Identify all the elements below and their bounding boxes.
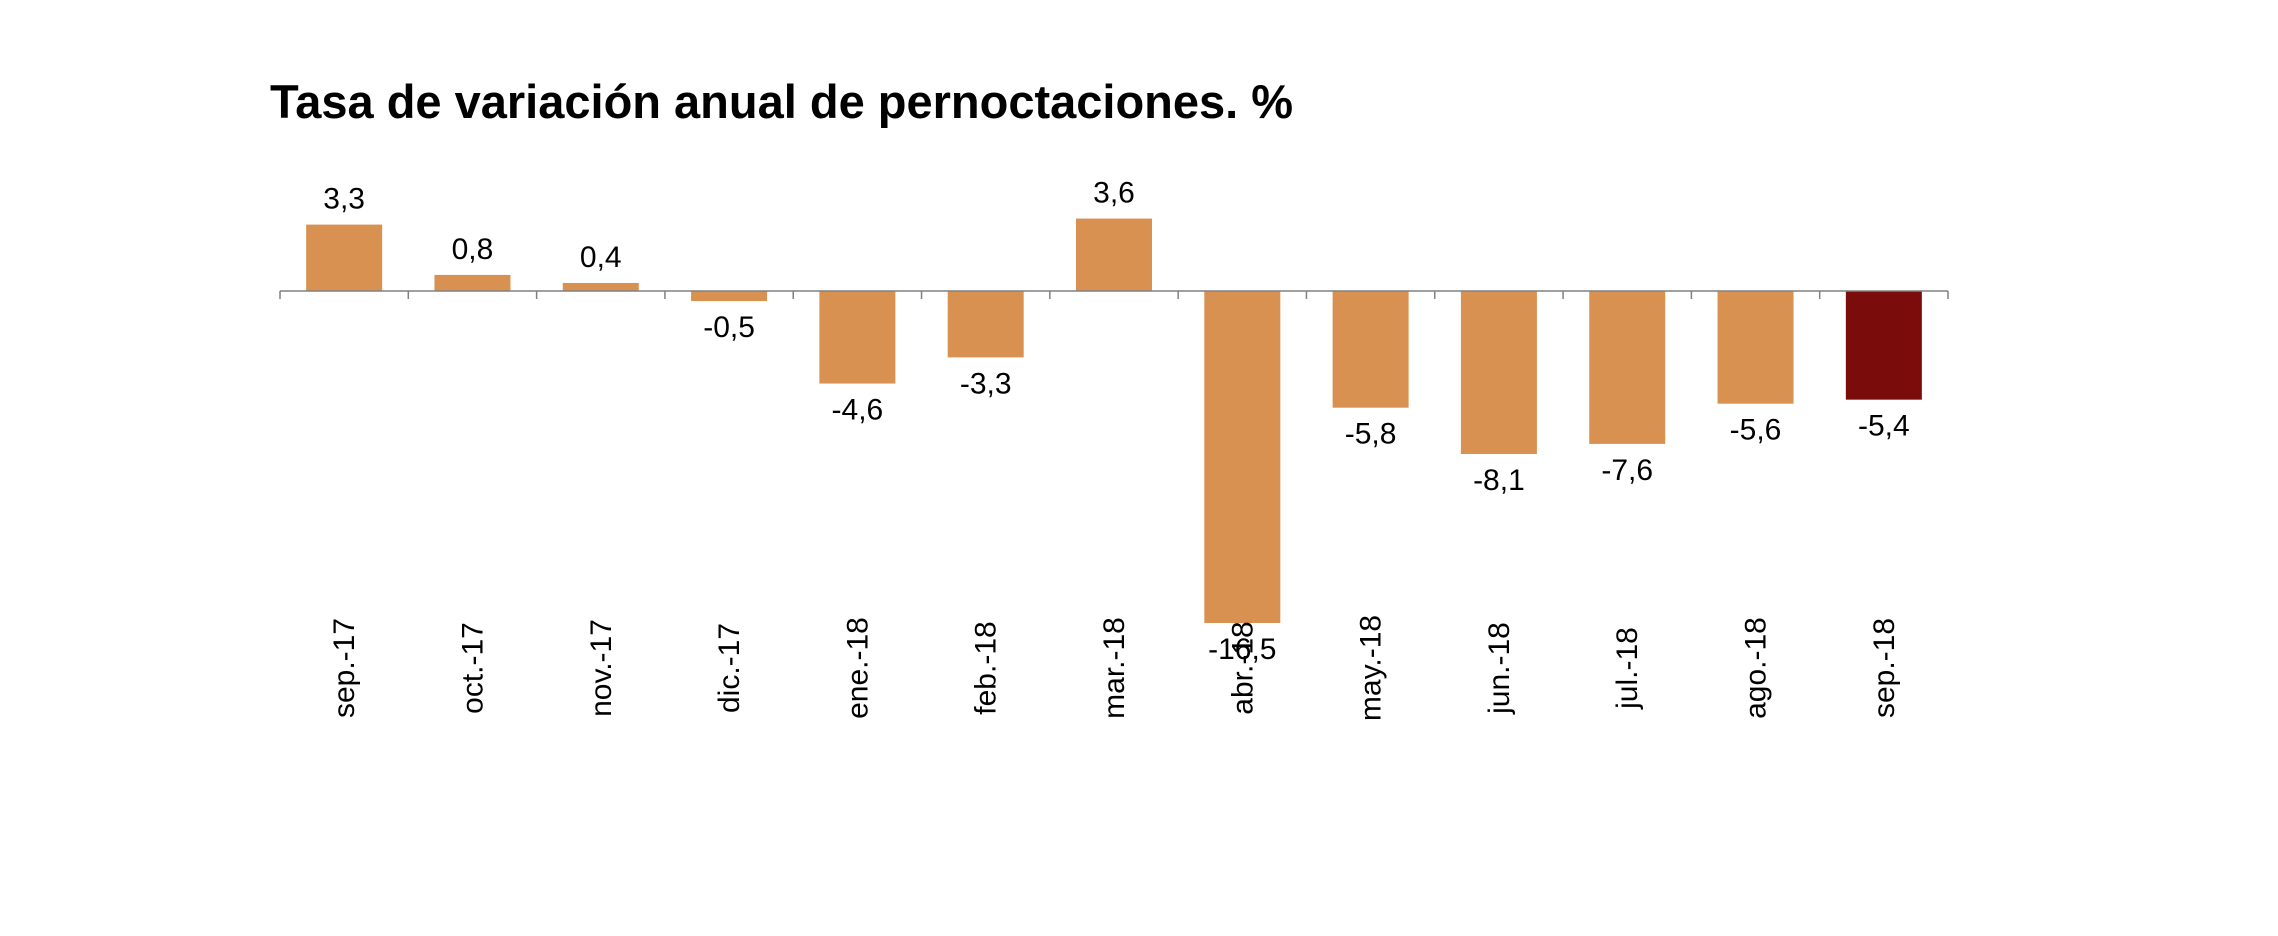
- data-label-abr.-18: -16,5: [1208, 633, 1276, 666]
- bar-ago.-18: [1717, 291, 1794, 404]
- data-label-ago.-18: -5,6: [1730, 414, 1782, 447]
- data-label-dic.-17: -0,5: [703, 311, 755, 344]
- data-label-oct.-17: 0,8: [452, 233, 494, 266]
- value-labels-group: 3,3 0,8 0,4 -0,5 -4,6 -3,3 3,6 -16,5 -5,8 -8,1 -7,…: [323, 177, 1909, 666]
- tick-label-mar.-18: mar.-18: [1098, 617, 1131, 719]
- chart-title: Tasa de variación anual de pernoctacione…: [270, 75, 1294, 128]
- tick-label-ago.-18: ago.-18: [1740, 617, 1773, 719]
- data-label-ene.-18: -4,6: [832, 394, 884, 427]
- tick-label-sep.-17: sep.-17: [328, 618, 361, 718]
- bar-nov.-17: [562, 282, 639, 291]
- tick-label-ene.-18: ene.-18: [841, 617, 874, 719]
- data-label-feb.-18: -3,3: [960, 367, 1012, 400]
- tick-label-abr.-18: abr.-18: [1226, 621, 1259, 714]
- tick-label-dic.-17: dic.-17: [713, 623, 746, 713]
- bars-group: [306, 218, 1922, 623]
- tick-labels-group: sep.-17 oct.-17 nov.-17 dic.-17 ene.-18 feb.-…: [328, 615, 1901, 721]
- bar-oct.-17: [434, 274, 511, 291]
- data-label-nov.-17: 0,4: [580, 241, 622, 274]
- bar-feb.-18: [947, 291, 1024, 358]
- data-label-jun.-18: -8,1: [1473, 464, 1525, 497]
- data-label-jul.-18: -7,6: [1601, 454, 1653, 487]
- bar-ene.-18: [819, 291, 896, 384]
- bar-jun.-18: [1460, 291, 1537, 454]
- data-label-sep.-17: 3,3: [323, 183, 365, 216]
- tick-label-sep.-18: sep.-18: [1868, 618, 1901, 718]
- tick-label-oct.-17: oct.-17: [456, 622, 489, 714]
- bar-sep.-18: [1845, 291, 1922, 400]
- bar-abr.-18: [1204, 291, 1281, 623]
- bar-mar.-18: [1076, 218, 1152, 291]
- tick-label-feb.-18: feb.-18: [970, 621, 1003, 714]
- tick-label-jun.-18: jun.-18: [1483, 622, 1516, 715]
- bar-dic.-17: [691, 291, 768, 302]
- x-axis: [279, 290, 1949, 299]
- tick-label-nov.-17: nov.-17: [585, 619, 618, 717]
- bar-may.-18: [1332, 291, 1409, 408]
- bar-jul.-18: [1589, 291, 1666, 444]
- data-label-mar.-18: 3,6: [1093, 177, 1135, 210]
- tick-label-jul.-18: jul.-18: [1611, 627, 1644, 710]
- data-label-may.-18: -5,8: [1345, 418, 1397, 451]
- tick-label-may.-18: may.-18: [1355, 615, 1388, 721]
- data-label-sep.-18: -5,4: [1858, 410, 1910, 443]
- bar-sep.-17: [306, 224, 383, 291]
